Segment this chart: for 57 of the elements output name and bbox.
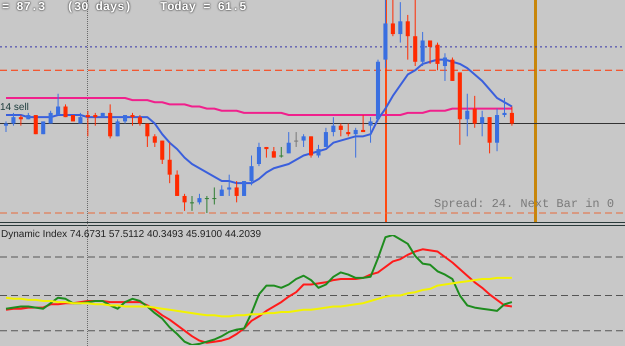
candlestick xyxy=(34,114,38,135)
candlestick xyxy=(4,120,8,133)
candlestick xyxy=(308,136,314,158)
candlestick xyxy=(56,93,60,116)
candlestick xyxy=(279,146,284,158)
candlestick xyxy=(168,142,172,184)
candlestick xyxy=(249,154,254,186)
candlestick xyxy=(197,193,202,205)
candlestick xyxy=(354,127,358,158)
candlestick xyxy=(93,112,98,126)
candlestick xyxy=(256,142,262,167)
annotation: = 87.3 (30 days) xyxy=(2,0,132,14)
annotation: Today = 61.5 xyxy=(160,0,246,14)
candlestick xyxy=(338,123,343,137)
candlestick xyxy=(346,123,350,137)
annotation: 14 sell xyxy=(0,102,29,114)
candlestick xyxy=(108,104,112,139)
candlestick xyxy=(160,140,164,165)
candlestick xyxy=(302,134,306,148)
candlestick xyxy=(472,95,477,128)
candlestick xyxy=(242,180,246,196)
candlestick xyxy=(398,2,402,44)
candlestick xyxy=(204,195,209,214)
candlestick xyxy=(11,112,16,126)
candlestick xyxy=(420,31,425,67)
candlestick xyxy=(130,112,135,126)
candlestick xyxy=(227,174,232,196)
candlestick xyxy=(18,114,23,126)
candlestick xyxy=(465,93,470,137)
candlestick xyxy=(48,110,53,124)
candlestick xyxy=(316,144,321,158)
candlestick xyxy=(390,0,395,37)
candlestick xyxy=(175,170,180,196)
candlestick xyxy=(406,14,410,60)
candlestick xyxy=(294,132,298,148)
candlestick xyxy=(86,110,90,137)
candlestick xyxy=(331,116,336,137)
candlestick xyxy=(220,184,224,196)
candlestick xyxy=(502,97,507,118)
candlestick xyxy=(286,132,291,154)
candlestick xyxy=(428,40,432,64)
candlestick xyxy=(361,114,366,133)
candlestick xyxy=(510,106,514,126)
candlestick xyxy=(212,186,216,205)
candlestick xyxy=(116,118,120,137)
candlestick xyxy=(368,116,373,144)
candlestick xyxy=(152,134,157,148)
candlestick xyxy=(442,52,448,82)
candlestick xyxy=(480,110,484,137)
candlestick xyxy=(138,114,142,126)
candlestick xyxy=(145,123,150,148)
candlestick xyxy=(234,180,239,203)
candlestick xyxy=(63,104,68,118)
candlestick xyxy=(324,127,328,148)
candlestick xyxy=(190,195,194,212)
annotation: Dynamic Index 74.6731 57.5112 40.3493 45.9100 44.2039 xyxy=(1,229,262,241)
candlestick xyxy=(182,193,187,212)
